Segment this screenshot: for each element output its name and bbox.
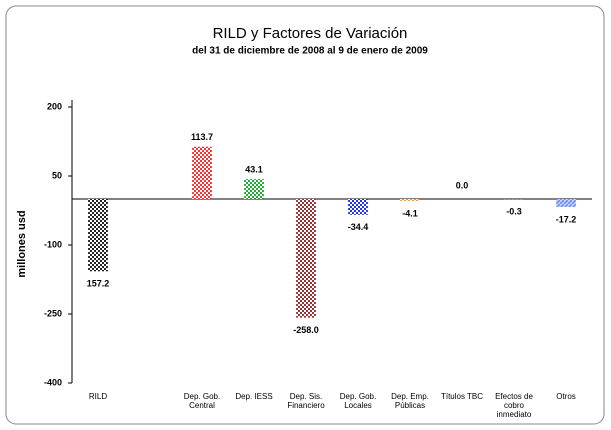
x-tick-label: Dep. Emp. Públicas [391, 392, 429, 410]
x-tick-label: Dep. IESS [235, 392, 273, 401]
x-tick-label: RILD [88, 392, 108, 401]
y-tick-label: -100 [44, 239, 62, 249]
y-tick-label: -250 [44, 308, 62, 318]
value-label: 157.2 [87, 279, 110, 289]
bar [400, 199, 420, 201]
x-tick-label: Efectos de cobro inmediato [495, 392, 533, 419]
value-label: 113.7 [191, 132, 213, 142]
bar [556, 199, 576, 207]
value-label: -258.0 [293, 325, 319, 335]
x-tick-label: Títulos TBC [440, 392, 484, 401]
bar [348, 199, 368, 215]
value-label: 0.0 [456, 180, 469, 190]
y-tick-label: -400 [44, 377, 62, 387]
y-tick-label: 50 [52, 170, 62, 180]
bar [88, 199, 108, 272]
bar [244, 179, 264, 199]
chart-title: RILD y Factores de Variación [213, 25, 408, 42]
x-tick-label: Dep. Sis. Financiero [287, 392, 325, 410]
x-tick-label: Otros [556, 392, 576, 401]
value-label: -17.2 [556, 214, 577, 224]
value-label: -4.1 [402, 208, 418, 218]
value-label: 43.1 [245, 165, 263, 175]
x-tick-label: Dep. Gob. Locales [339, 392, 377, 410]
chart-subtitle: del 31 de diciembre de 2008 al 9 de ener… [192, 46, 428, 57]
y-axis-label: millones usd [16, 210, 28, 277]
value-label: -0.3 [506, 207, 522, 217]
value-label: -34.4 [348, 222, 369, 232]
bar [192, 146, 212, 199]
bar [296, 199, 316, 318]
x-tick-label: Dep. Gob. Central [183, 392, 221, 410]
y-tick-label: 200 [47, 101, 62, 111]
